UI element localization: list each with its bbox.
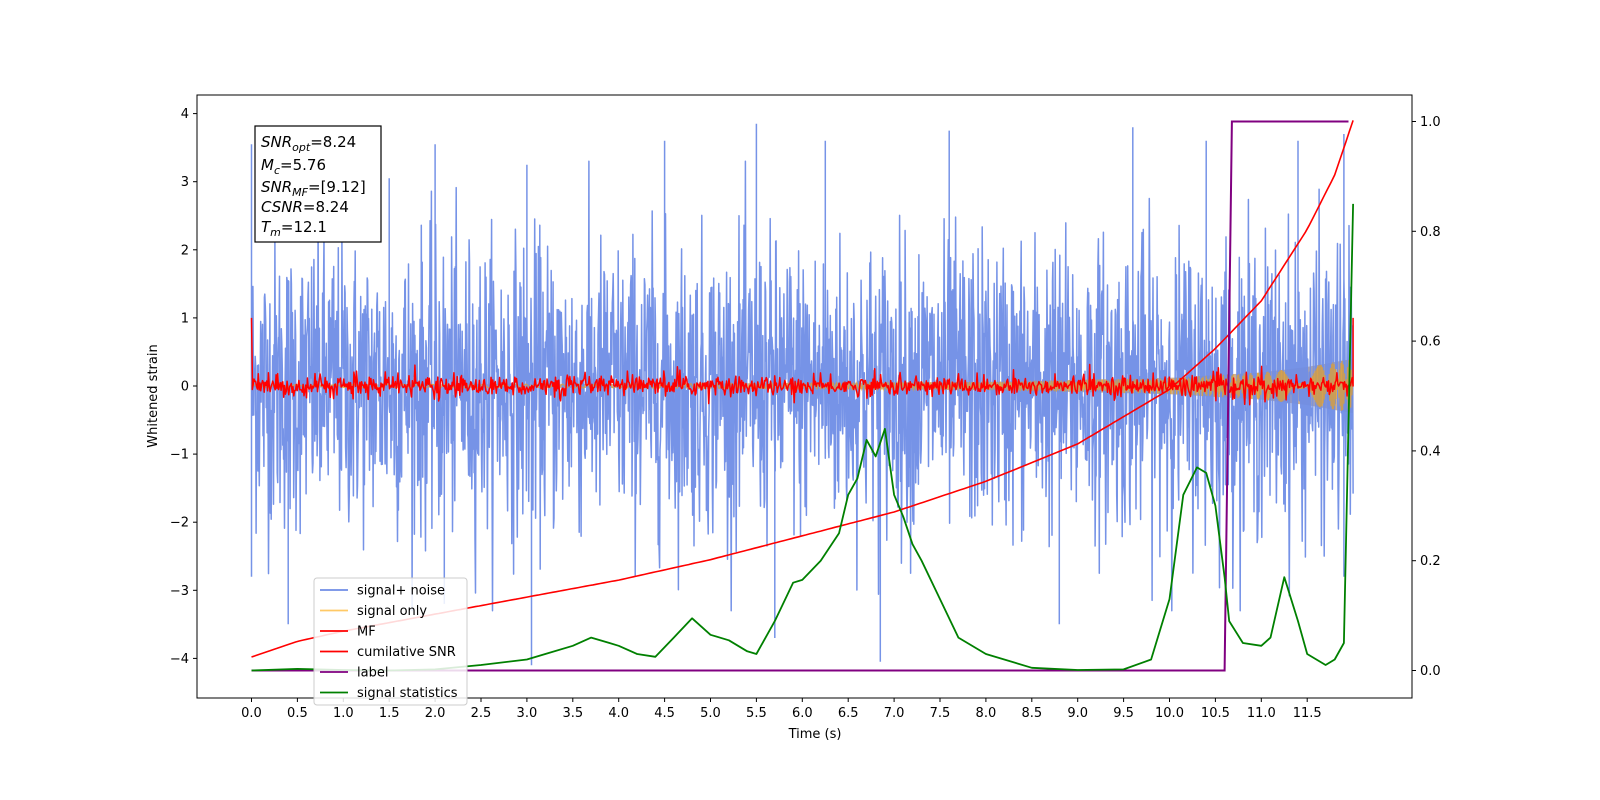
x-tick-label: 9.5 bbox=[1113, 706, 1134, 721]
legend-label: MF bbox=[357, 625, 376, 640]
x-tick-label: 6.5 bbox=[838, 706, 859, 721]
x-tick-label: 10.0 bbox=[1155, 706, 1184, 721]
signal-statistics-line bbox=[251, 203, 1354, 672]
x-tick-label: 5.0 bbox=[700, 706, 721, 721]
x-tick-label: 6.0 bbox=[792, 706, 813, 721]
y2-tick-label: 1.0 bbox=[1420, 115, 1441, 130]
label-line bbox=[251, 120, 1349, 672]
x-tick-label: 4.0 bbox=[608, 706, 629, 721]
x-tick-label: 3.5 bbox=[562, 706, 583, 721]
annotation-line-tm: Tm=12.1 bbox=[261, 218, 327, 239]
y2-tick-label: 0.6 bbox=[1420, 335, 1441, 350]
x-tick-label: 7.5 bbox=[930, 706, 951, 721]
y-axis-label: Whitened strain bbox=[146, 344, 161, 447]
plot-frame bbox=[196, 94, 1413, 699]
x-tick-label: 11.0 bbox=[1247, 706, 1276, 721]
x-tick-label: 0.0 bbox=[241, 706, 262, 721]
y-tick-label: −4 bbox=[170, 652, 189, 667]
x-tick-label: 1.5 bbox=[379, 706, 400, 721]
y-axis-left: 4 3 2 1 0 −1 −2 −3 −4 bbox=[170, 107, 197, 667]
legend-label: label bbox=[357, 666, 388, 681]
y-tick-label: −1 bbox=[170, 448, 189, 463]
y-tick-label: 1 bbox=[181, 311, 189, 326]
annotation-line-snr-opt: SNRopt=8.24 bbox=[261, 133, 356, 154]
y-tick-label: 4 bbox=[181, 107, 189, 122]
y2-tick-label: 0.0 bbox=[1420, 664, 1441, 679]
x-tick-label: 8.0 bbox=[976, 706, 997, 721]
y2-tick-label: 0.4 bbox=[1420, 444, 1441, 459]
annotation-line-csnr: CSNR=8.24 bbox=[261, 198, 349, 216]
x-tick-label: 1.0 bbox=[333, 706, 354, 721]
x-tick-label: 2.5 bbox=[471, 706, 492, 721]
legend: signal+ noise signal only MF cumilative SNR… bbox=[313, 577, 468, 706]
x-tick-label: 9.0 bbox=[1067, 706, 1088, 721]
y-tick-label: −2 bbox=[170, 516, 189, 531]
x-tick-label: 8.5 bbox=[1021, 706, 1042, 721]
x-axis: 0.0 0.5 1.0 1.5 2.0 2.5 3.0 3.5 4.0 4.5 5.0 5.5 6.0 6… bbox=[241, 698, 1322, 721]
x-axis-label: Time (s) bbox=[788, 727, 842, 742]
y-axis-right: 1.0 0.8 0.6 0.4 0.2 0.0 bbox=[1412, 115, 1441, 679]
x-tick-label: 10.5 bbox=[1201, 706, 1230, 721]
y2-tick-label: 0.8 bbox=[1420, 225, 1441, 240]
x-tick-label: 4.5 bbox=[654, 706, 675, 721]
legend-label: signal statistics bbox=[357, 686, 458, 701]
mf-line bbox=[250, 317, 1354, 406]
x-tick-label: 7.0 bbox=[884, 706, 905, 721]
y-tick-label: −3 bbox=[170, 584, 189, 599]
x-tick-label: 11.5 bbox=[1293, 706, 1322, 721]
x-tick-label: 2.0 bbox=[425, 706, 446, 721]
y-tick-label: 0 bbox=[181, 380, 189, 395]
y-tick-label: 2 bbox=[181, 243, 189, 258]
annotation-line-snr-mf: SNRMF=[9.12] bbox=[261, 178, 366, 199]
legend-label: signal+ noise bbox=[357, 584, 445, 599]
legend-label: cumilative SNR bbox=[357, 645, 456, 660]
x-tick-label: 3.0 bbox=[517, 706, 538, 721]
x-tick-label: 0.5 bbox=[287, 706, 308, 721]
legend-label: signal only bbox=[357, 604, 427, 619]
y-tick-label: 3 bbox=[181, 175, 189, 190]
x-tick-label: 5.5 bbox=[746, 706, 767, 721]
annotation-line-mc: Mc=5.76 bbox=[261, 156, 326, 177]
signal-plus-noise-line bbox=[250, 123, 1354, 666]
annotation-box: SNRopt=8.24 Mc=5.76 SNRMF=[9.12] CSNR=8.… bbox=[254, 125, 382, 243]
y2-tick-label: 0.2 bbox=[1420, 554, 1441, 569]
